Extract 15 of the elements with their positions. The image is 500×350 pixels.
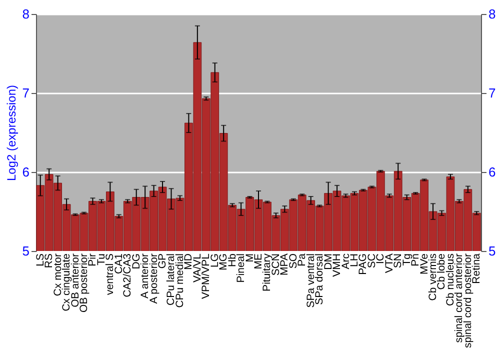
- y-tick-label: 7: [22, 86, 30, 100]
- y-tick-label: 5: [22, 244, 30, 258]
- x-tick-label: OB posterior: [78, 253, 90, 312]
- x-tick-label: DG: [130, 254, 142, 270]
- x-tick-label: RS: [43, 254, 56, 268]
- y-tick-label: 8: [22, 6, 30, 22]
- y-tick-label: 6: [22, 164, 30, 180]
- y2-tick-label: 5: [488, 244, 496, 258]
- y-axis-title: Log2 (expression): [4, 84, 18, 182]
- y2-tick-label: 6: [488, 164, 496, 180]
- y2-tick-label: 8: [488, 6, 496, 22]
- x-tick-label: Tg: [400, 253, 413, 266]
- x-tick-label: A posterior: [148, 253, 160, 304]
- y2-tick-label: 7: [488, 86, 496, 100]
- x-tick-label: SO: [287, 254, 300, 269]
